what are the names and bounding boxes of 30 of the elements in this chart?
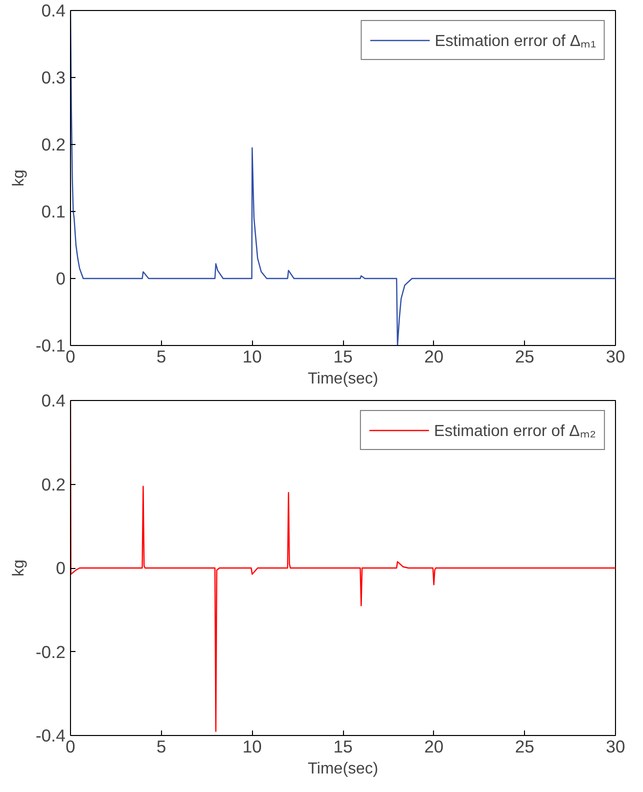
y-tick-label: -0.2: [36, 642, 66, 662]
x-tick-label: 20: [424, 736, 444, 756]
y-tick-label: 0: [56, 558, 66, 578]
legend-label: Estimation error of Δₘ₁: [434, 32, 596, 51]
y-tick-label: -0.1: [36, 336, 66, 356]
x-tick-label: 25: [515, 736, 534, 756]
legend-label: Estimation error of Δₘ₂: [434, 422, 596, 441]
x-tick-label: 10: [242, 736, 262, 756]
x-axis-title: Time(sec): [308, 370, 378, 388]
y-tick-label: 0.2: [41, 134, 66, 154]
line-series: [70, 10, 616, 346]
y-tick-label: 0.4: [41, 0, 66, 20]
y-axis-title: kg: [10, 170, 28, 186]
x-tick-label: 25: [515, 346, 534, 366]
y-tick-label: 0.2: [41, 474, 66, 494]
y-tick-label: 0.4: [41, 390, 66, 410]
y-tick-label: 0.3: [41, 68, 66, 88]
y-axis-title: kg: [10, 560, 28, 576]
x-tick-label: 10: [242, 346, 262, 366]
x-tick-label: 15: [333, 346, 353, 366]
x-tick-label: 30: [606, 346, 626, 366]
x-axis-title: Time(sec): [308, 760, 378, 778]
y-tick-label: 0.1: [41, 202, 66, 222]
x-tick-label: 20: [424, 346, 444, 366]
x-tick-label: 5: [156, 346, 166, 366]
y-tick-label: 0: [56, 268, 66, 288]
x-tick-label: 5: [156, 736, 166, 756]
y-tick-label: -0.4: [36, 726, 66, 746]
x-tick-label: 15: [333, 736, 353, 756]
x-tick-label: 30: [606, 736, 626, 756]
